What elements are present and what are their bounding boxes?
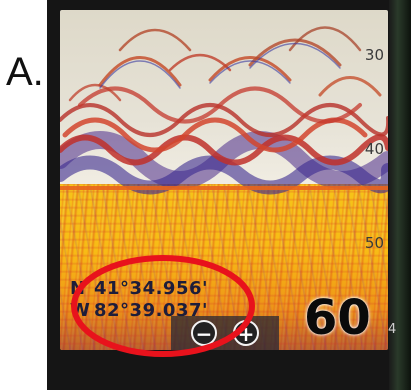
longitude-direction: W xyxy=(70,300,91,321)
depth-tick-label: 30 xyxy=(364,46,384,64)
side-digit: 4 xyxy=(388,322,397,337)
latitude-direction: N xyxy=(70,278,86,299)
zoom-out-button[interactable]: − xyxy=(191,320,217,346)
latitude-value: 41°34.956' xyxy=(94,278,209,299)
fishfinder-device: 30 40 50 N 41°34.956' W 82°39.037' − + 60 … xyxy=(47,0,411,390)
zoom-controls: − + xyxy=(171,316,279,350)
depth-readout: 60 xyxy=(304,290,371,346)
zoom-in-button[interactable]: + xyxy=(233,320,259,346)
depth-tick-label: 40 xyxy=(364,140,384,158)
sonar-returns xyxy=(60,26,388,195)
device-edge xyxy=(389,0,411,390)
latitude-row: N 41°34.956' xyxy=(70,278,208,300)
depth-tick-label: 50 xyxy=(364,234,384,252)
sonar-screen: 30 40 50 N 41°34.956' W 82°39.037' − + 60 xyxy=(60,10,388,350)
panel-label: A. xyxy=(6,50,44,94)
